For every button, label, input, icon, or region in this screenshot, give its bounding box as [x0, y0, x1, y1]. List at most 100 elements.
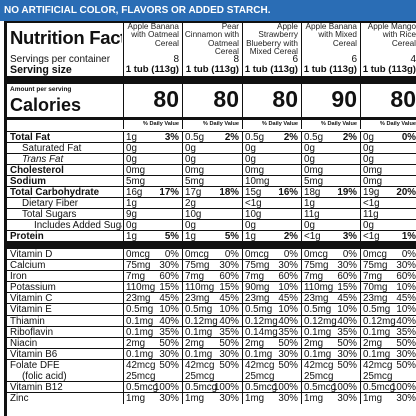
nutrient-cell: 0.5g 2% — [182, 132, 242, 143]
nutrient-amount: 0g — [126, 220, 137, 231]
nutrient-amount: 42mcg — [304, 359, 334, 371]
nutrient-cell: 0.14mg 35% — [242, 326, 301, 338]
nutrient-label: Total Carbohydrate — [10, 187, 100, 198]
nutrient-cell: 0mcg 0% — [182, 249, 242, 260]
nutrient-dv: 10% — [396, 282, 416, 294]
nutrient-dv: 30% — [159, 393, 179, 404]
nutrient-cell: 0.5mcg 100% — [242, 381, 301, 393]
nutrient-dv: 30% — [278, 348, 298, 360]
nutrient-cell: <1g — [242, 198, 301, 209]
nutrient-label: Calcium — [10, 260, 46, 271]
nutrient-cell: 42mcg 50% 25mcg — [123, 359, 182, 382]
nutrient-dv: 40% — [337, 315, 357, 327]
nutrient-dv: 35% — [396, 326, 416, 338]
nutrient-dv: 3% — [342, 231, 357, 242]
nutrient-dv: 2% — [342, 132, 357, 143]
product-name: Apple Banana with Mixed Cereal — [301, 23, 360, 54]
nutrient-amount: 0.5g — [245, 132, 265, 143]
nutrient-amount: 5mg — [304, 176, 324, 187]
nutrient-dv: 0% — [342, 249, 357, 260]
nutrient-dv: 40% — [219, 315, 239, 327]
nutrient-cell: 42mcg 50% 25mcg — [360, 359, 416, 382]
nutrient-cell: 0.1mg 35% — [182, 326, 242, 338]
dv-header-row: % Daily Value % Daily Value % Daily Value%… — [7, 117, 416, 129]
nutrient-dv: 45% — [159, 293, 179, 305]
nutrient-dv: 0% — [164, 249, 179, 260]
nutrient-cell: 16g 17% — [123, 187, 182, 198]
nutrient-cell: 75mg 30% — [242, 260, 301, 272]
nutrient-cell: 0.5g 2% — [301, 132, 360, 143]
nutrient-amount: 23mg — [245, 293, 270, 305]
nutrient-amount: 0g — [245, 143, 256, 154]
nutrient-dv: 60% — [278, 271, 298, 283]
nutrient-amount: 0.12mg — [185, 315, 218, 327]
nutrient-cell: 0g — [242, 143, 301, 154]
nutrient-label: Cholesterol — [10, 165, 64, 176]
nutrient-cell: 19g 20% — [360, 187, 416, 198]
nutrient-dv: 50% — [337, 337, 357, 349]
nutrient-amount: 70mg — [363, 282, 388, 294]
nutrient-amount: 1g — [245, 231, 256, 242]
nutrient-amount: 0g — [185, 220, 196, 231]
nutrient-dv: 60% — [159, 271, 179, 283]
nutrient-amount: 7mg — [304, 271, 324, 283]
nutrient-label: Protein — [10, 231, 44, 242]
nutrient-dv: 50% — [337, 359, 357, 371]
nutrient-amount: 1mg — [185, 393, 205, 404]
nutrient-dv: 18% — [219, 187, 239, 198]
nutrient-amount: 0.5mcg — [185, 381, 218, 393]
calories-value: 80 — [360, 84, 416, 117]
nutrient-dv: 30% — [337, 393, 357, 404]
nutrient-amount: 0g — [185, 143, 196, 154]
dv-header: % Daily Value — [242, 120, 301, 129]
nutrient-dv: 0% — [401, 249, 416, 260]
nutrient-amount: 0.1mg — [126, 326, 154, 338]
nutrient-amount: <1g — [363, 231, 380, 242]
nutrient-amount-sub: 25mcg — [304, 370, 334, 382]
nutrient-amount: 2mg — [126, 337, 146, 349]
nutrition-facts-panel: Nutrition FactsApple Banana with Oatmeal… — [4, 21, 416, 416]
nutrient-amount: 10g — [185, 209, 202, 220]
nutrient-cell: 0mcg 0% — [123, 249, 182, 260]
nutrient-cell: 0.5mg 10% — [242, 304, 301, 316]
nutrient-cell: 0g — [182, 143, 242, 154]
nutrient-amount: 75mg — [363, 260, 388, 271]
nutrient-label: Folate DFE — [10, 359, 60, 371]
nutrient-cell: 0.5mg 10% — [123, 304, 182, 316]
nutrient-dv: 100% — [213, 381, 239, 393]
nutrient-cell: 0mg — [301, 165, 360, 176]
dv-header-label: % Daily Value — [379, 121, 416, 127]
nutrient-row: Vitamin C 23mg 45% 23mg 45% 23mg 45% 23mg 45% 23m… — [7, 292, 416, 305]
nutrient-amount: 75mg — [185, 260, 210, 271]
nutrient-dv: 60% — [219, 271, 239, 283]
nutrient-amount: 0.5mcg — [126, 381, 159, 393]
nutrient-row: Total Fat 1g 3% 0.5g 2% 0.5g 2% 0.5g 2% 0g 0% — [7, 131, 416, 143]
nutrient-cell: 18g 19% — [301, 187, 360, 198]
nutrient-dv: 30% — [337, 260, 357, 271]
nutrient-cell: 0.5g 2% — [242, 132, 301, 143]
nutrient-amount: 0mg — [126, 165, 146, 176]
nutrient-cell: 0mcg 0% — [360, 249, 416, 260]
nutrient-amount: 0.12mg — [304, 315, 337, 327]
nutrient-row: Vitamin B12 0.5mcg 100% 0.5mcg 100% 0.5mcg 100… — [7, 380, 416, 393]
nutrient-cell: 5mg — [301, 176, 360, 187]
nutrient-label: Thiamin — [10, 315, 45, 327]
nutrient-cell: 0g 0% — [360, 132, 416, 143]
nutrient-dv: 0% — [401, 132, 416, 143]
nutrient-cell: 9g — [123, 209, 182, 220]
nutrient-cell: <1g 1% — [360, 231, 416, 242]
nutrient-amount: 0mg — [185, 165, 205, 176]
nutrient-dv: 10% — [219, 304, 239, 316]
nutrient-dv: 100% — [331, 381, 357, 393]
nutrient-dv: 15% — [159, 282, 179, 294]
nutrient-cell: 75mg 30% — [123, 260, 182, 272]
nutrient-amount: 10g — [245, 209, 262, 220]
nutrient-amount-sub: 25mcg — [185, 370, 215, 382]
nutrient-dv: 10% — [278, 282, 298, 294]
nutrient-cell: 2mg 50% — [360, 337, 416, 349]
nutrient-row: Calcium 75mg 30% 75mg 30% 75mg 30% 75mg 30% 75mg 3… — [7, 259, 416, 272]
nutrient-dv: 30% — [219, 393, 239, 404]
nutrient-dv: 100% — [153, 381, 179, 393]
nutrient-dv: 30% — [396, 260, 416, 271]
